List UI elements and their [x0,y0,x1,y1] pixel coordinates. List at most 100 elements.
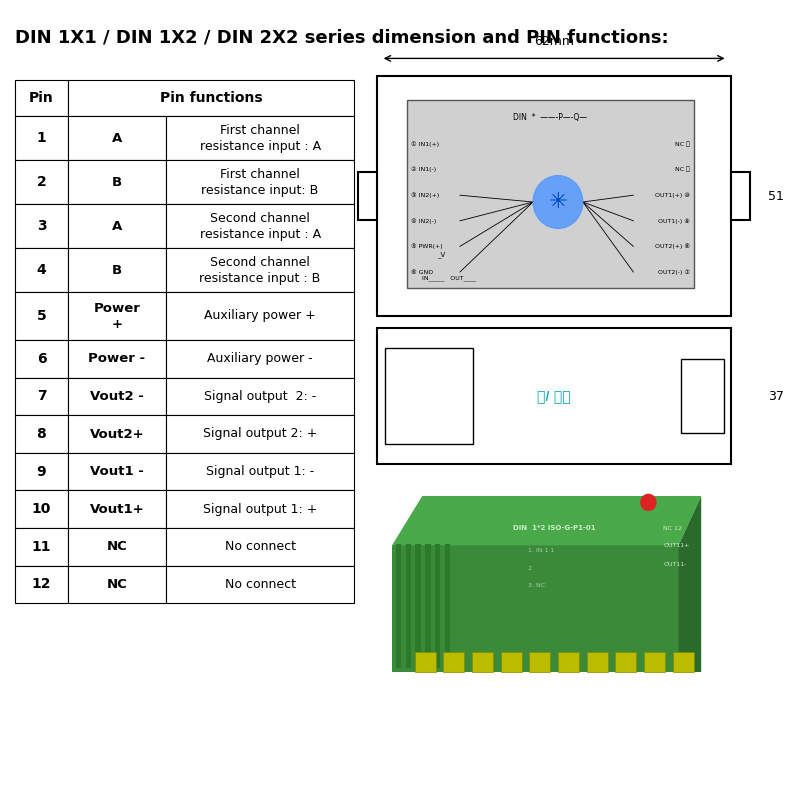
Text: 2.: 2. [528,566,534,570]
Bar [15,453,68,490]
Bar [426,544,430,667]
Text: NC ⑪: NC ⑪ [675,167,690,172]
Bar [415,544,421,667]
Bar [15,566,68,603]
Text: Second channel
resistance input : A: Second channel resistance input : A [199,211,321,241]
Bar [472,652,493,672]
Bar [68,340,166,378]
Bar [407,100,694,288]
Bar [406,544,411,667]
Text: OUT1(-) ⑨: OUT1(-) ⑨ [658,218,690,223]
Bar [501,652,522,672]
Bar [530,652,550,672]
Text: A: A [112,219,122,233]
Bar [68,116,166,160]
Text: Auxiliary power -: Auxiliary power - [207,352,313,366]
Text: DIN  1*2 ISO-G-P1-01: DIN 1*2 ISO-G-P1-01 [513,525,595,531]
Bar [358,172,377,220]
Circle shape [533,176,583,229]
Bar [731,172,750,220]
Bar [166,490,354,528]
Text: Power -: Power - [88,352,146,366]
Text: Signal output 1: +: Signal output 1: + [203,502,318,516]
Bar [68,160,166,204]
Text: IN_____   OUT____: IN_____ OUT____ [422,275,476,282]
Bar [166,204,354,248]
Bar [166,248,354,292]
Text: B: B [112,175,122,189]
Text: Power
+: Power + [94,302,140,330]
Circle shape [641,494,656,510]
Bar [385,349,473,443]
Text: DIN  *  ——-P—-Q—: DIN * ——-P—-Q— [514,113,587,122]
Text: 2: 2 [37,175,46,189]
Text: OUT2(+) ⑧: OUT2(+) ⑧ [655,244,690,249]
Bar [435,544,440,667]
Text: ② IN1(-): ② IN1(-) [411,167,436,172]
Text: ③ IN2(+): ③ IN2(+) [411,193,439,198]
Bar [673,652,694,672]
Text: Auxiliary power +: Auxiliary power + [204,310,316,322]
Bar [166,340,354,378]
Bar [586,652,608,672]
Text: Second channel
resistance input : B: Second channel resistance input : B [199,255,321,285]
Bar [15,248,68,292]
Text: 10: 10 [32,502,51,516]
Bar [414,652,436,672]
Text: _V: _V [438,251,446,258]
Bar [443,652,465,672]
Bar [15,204,68,248]
Bar [15,160,68,204]
Text: First channel
resistance input: B: First channel resistance input: B [202,167,318,197]
Bar [68,490,166,528]
Text: NC ⑫: NC ⑫ [675,142,690,146]
Bar [377,328,731,464]
Text: 4: 4 [37,263,46,277]
Text: ④ IN2(-): ④ IN2(-) [411,218,436,223]
Text: 62mm: 62mm [534,35,574,48]
Bar [68,292,166,340]
Bar [68,378,166,415]
Text: 6: 6 [37,352,46,366]
Bar [68,566,166,603]
Text: ⑥ GND: ⑥ GND [411,270,433,274]
Text: OUT1(+) ⑩: OUT1(+) ⑩ [655,193,690,198]
Text: OUT11+: OUT11+ [663,543,690,548]
Text: OUT11-: OUT11- [663,562,687,566]
Text: DIN 1X1 / DIN 1X2 / DIN 2X2 series dimension and PIN functions:: DIN 1X1 / DIN 1X2 / DIN 2X2 series dimen… [15,28,669,46]
Bar [644,652,665,672]
Bar [68,528,166,566]
Bar [15,80,68,116]
Bar [15,116,68,160]
Text: NC: NC [106,540,127,554]
Text: Vout2 -: Vout2 - [90,390,144,403]
Text: 9: 9 [37,465,46,478]
Text: No connect: No connect [225,578,296,591]
Text: Pin: Pin [29,91,54,105]
Bar [68,415,166,453]
Bar [166,415,354,453]
Text: 7: 7 [37,390,46,403]
Text: 3: 3 [37,219,46,233]
Text: 37: 37 [768,390,784,402]
Bar [166,160,354,204]
Text: ✳: ✳ [549,192,567,212]
Bar [15,490,68,528]
Bar [377,76,731,316]
Text: 11: 11 [32,540,51,554]
Text: 8: 8 [37,427,46,441]
Text: 1: 1 [37,131,46,145]
Text: ⑤ PWR(+): ⑤ PWR(+) [411,244,442,249]
Text: Signal output  2: -: Signal output 2: - [204,390,316,403]
Bar [68,80,354,116]
Polygon shape [392,496,701,546]
Text: Vout1 -: Vout1 - [90,465,144,478]
Text: 1. IN 1 1: 1. IN 1 1 [528,548,554,553]
Bar [166,566,354,603]
Bar [15,340,68,378]
Bar [166,292,354,340]
Bar [558,652,579,672]
Text: Vout2+: Vout2+ [90,427,144,441]
Bar [15,292,68,340]
Bar [392,546,694,672]
